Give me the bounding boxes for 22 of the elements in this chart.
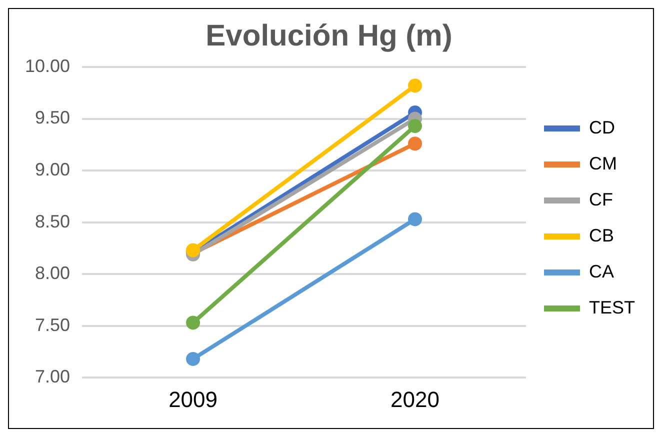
point (408, 136, 422, 151)
chart-title: Evolución Hg (m) (206, 19, 452, 52)
y-tick-label: 7.00 (34, 366, 70, 387)
y-tick-label: 8.50 (34, 211, 70, 232)
legend-label: CD (589, 117, 615, 138)
legend-label: TEST (589, 297, 636, 318)
y-tick-label: 9.00 (34, 160, 70, 180)
y-tick-label: 8.00 (34, 263, 70, 284)
y-tick-label: 7.50 (34, 314, 70, 335)
y-tick-label: 9.50 (34, 108, 70, 128)
legend-label: CA (589, 261, 614, 282)
legend-label: CB (589, 225, 614, 246)
y-tick-label: 10.00 (24, 56, 70, 76)
point (408, 212, 422, 226)
x-tick-label: 2020 (390, 386, 440, 412)
point (186, 316, 200, 330)
point (408, 78, 422, 93)
point (186, 352, 200, 366)
point (408, 119, 422, 134)
legend-label: CF (589, 189, 613, 210)
x-tick-label: 2009 (168, 386, 218, 412)
legend-label: CM (589, 153, 617, 174)
